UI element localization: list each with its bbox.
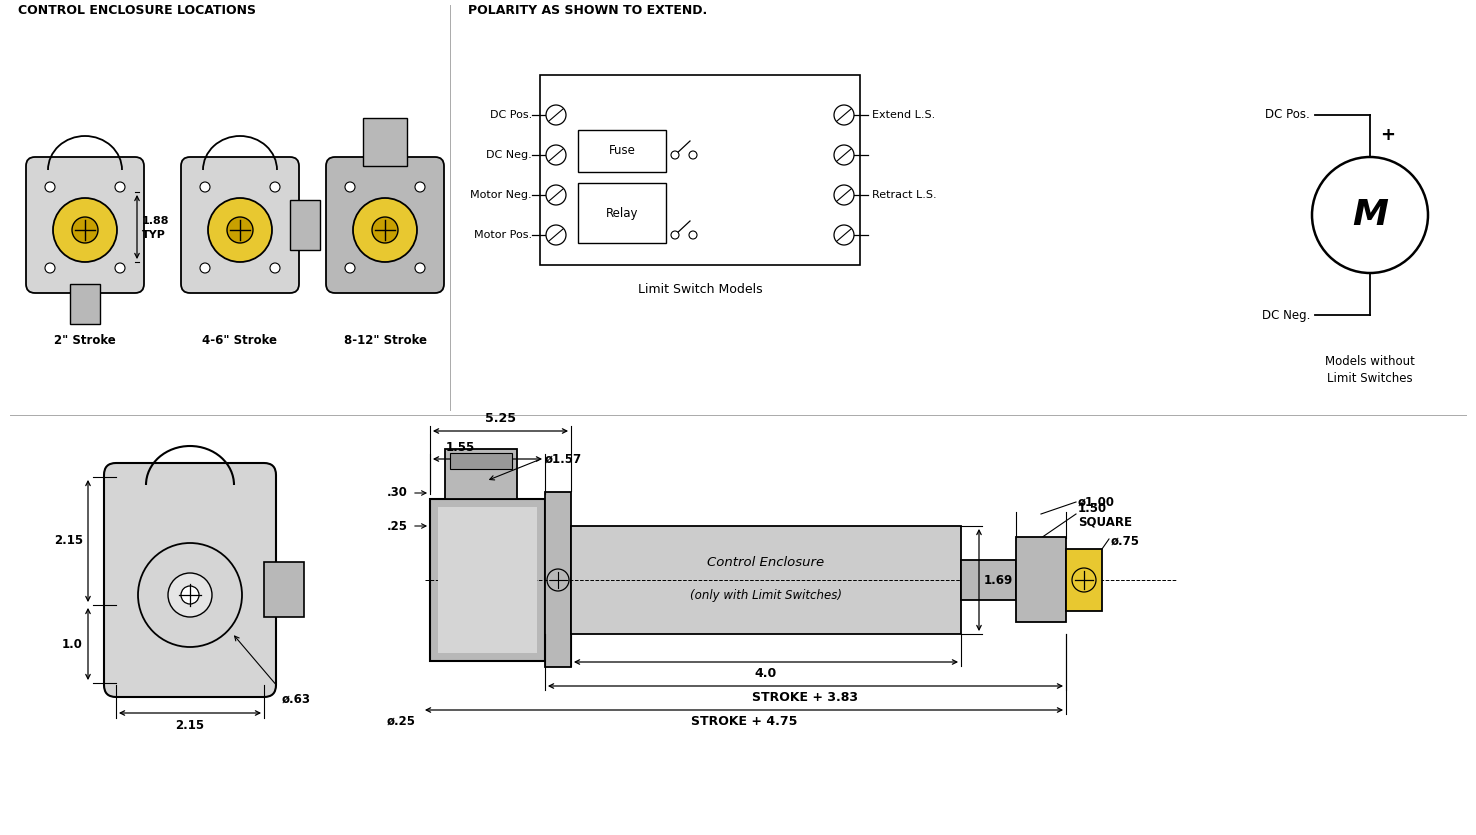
Text: 2.15: 2.15: [55, 534, 83, 548]
Circle shape: [689, 151, 697, 159]
Text: Models without: Models without: [1325, 355, 1415, 368]
Circle shape: [137, 543, 242, 647]
Text: 1.55: 1.55: [446, 441, 475, 454]
Circle shape: [546, 145, 565, 165]
Circle shape: [672, 151, 679, 159]
Text: 1.50: 1.50: [1077, 502, 1107, 514]
Text: TYP: TYP: [142, 230, 165, 240]
Text: 5.25: 5.25: [484, 412, 515, 425]
Bar: [450, 453, 512, 469]
Bar: [444, 449, 517, 499]
Circle shape: [546, 105, 565, 125]
Text: ø.75: ø.75: [1111, 534, 1139, 548]
Text: .30: .30: [387, 487, 407, 499]
Circle shape: [115, 263, 125, 273]
Circle shape: [72, 217, 97, 243]
Text: 2.15: 2.15: [176, 719, 205, 732]
Bar: [1015, 537, 1066, 622]
Bar: [579, 183, 666, 243]
Circle shape: [270, 263, 280, 273]
Circle shape: [201, 263, 210, 273]
Circle shape: [415, 182, 425, 192]
Text: (only with Limit Switches): (only with Limit Switches): [689, 589, 841, 601]
Text: 1.88: 1.88: [142, 216, 170, 226]
Text: STROKE + 4.75: STROKE + 4.75: [691, 715, 797, 728]
Text: Extend L.S.: Extend L.S.: [872, 110, 936, 120]
Circle shape: [270, 182, 280, 192]
Bar: [545, 492, 571, 667]
Text: 1.69: 1.69: [984, 574, 1013, 586]
Circle shape: [372, 217, 399, 243]
FancyBboxPatch shape: [182, 157, 300, 293]
FancyBboxPatch shape: [326, 157, 444, 293]
Text: POLARITY AS SHOWN TO EXTEND.: POLARITY AS SHOWN TO EXTEND.: [468, 4, 707, 17]
Circle shape: [53, 198, 117, 262]
Bar: [438, 507, 537, 653]
Circle shape: [834, 105, 855, 125]
Text: ø.63: ø.63: [282, 693, 311, 706]
Circle shape: [546, 185, 565, 205]
Circle shape: [208, 198, 272, 262]
Circle shape: [689, 231, 697, 239]
Text: ø1.57: ø1.57: [545, 453, 582, 465]
Circle shape: [353, 198, 418, 262]
Text: .25: .25: [387, 519, 407, 533]
Text: CONTROL ENCLOSURE LOCATIONS: CONTROL ENCLOSURE LOCATIONS: [18, 4, 255, 17]
Text: Limit Switches: Limit Switches: [1327, 372, 1413, 385]
Circle shape: [834, 225, 855, 245]
Circle shape: [1312, 157, 1427, 273]
Bar: [961, 560, 1015, 600]
Text: Retract L.S.: Retract L.S.: [872, 190, 937, 200]
Circle shape: [345, 182, 356, 192]
Text: Limit Switch Models: Limit Switch Models: [638, 283, 762, 296]
Bar: [289, 200, 320, 250]
Circle shape: [115, 182, 125, 192]
Bar: [264, 562, 304, 617]
Text: DC Pos.: DC Pos.: [490, 110, 531, 120]
Text: Motor Pos.: Motor Pos.: [474, 230, 531, 240]
Text: 1.0: 1.0: [62, 637, 83, 650]
Circle shape: [834, 185, 855, 205]
Text: SQUARE: SQUARE: [1077, 515, 1132, 529]
Circle shape: [44, 182, 55, 192]
Circle shape: [345, 263, 356, 273]
Text: Fuse: Fuse: [608, 144, 636, 158]
Text: 2" Stroke: 2" Stroke: [55, 334, 117, 347]
Text: STROKE + 3.83: STROKE + 3.83: [751, 691, 858, 704]
Text: DC Neg.: DC Neg.: [1262, 308, 1311, 321]
Circle shape: [227, 217, 252, 243]
Bar: [69, 284, 100, 324]
Circle shape: [672, 231, 679, 239]
Bar: [571, 526, 961, 634]
Circle shape: [201, 182, 210, 192]
Bar: [1066, 549, 1103, 611]
Circle shape: [834, 145, 855, 165]
Text: Control Enclosure: Control Enclosure: [707, 555, 825, 569]
Text: 4.0: 4.0: [754, 667, 778, 680]
FancyBboxPatch shape: [103, 463, 276, 697]
Bar: [540, 75, 861, 265]
Circle shape: [546, 225, 565, 245]
Bar: [363, 118, 407, 166]
Text: Relay: Relay: [605, 206, 638, 220]
Text: ø1.00: ø1.00: [1077, 495, 1114, 509]
Bar: [430, 499, 545, 661]
Text: DC Pos.: DC Pos.: [1265, 109, 1311, 122]
Text: 4-6" Stroke: 4-6" Stroke: [202, 334, 277, 347]
Text: DC Neg.: DC Neg.: [486, 150, 531, 160]
Text: M: M: [1352, 198, 1387, 232]
Text: Motor Neg.: Motor Neg.: [471, 190, 531, 200]
FancyBboxPatch shape: [27, 157, 145, 293]
Text: 8-12" Stroke: 8-12" Stroke: [344, 334, 427, 347]
Text: ø.25: ø.25: [387, 715, 416, 728]
Circle shape: [168, 573, 213, 617]
Circle shape: [415, 263, 425, 273]
Circle shape: [182, 586, 199, 604]
Circle shape: [44, 263, 55, 273]
Text: +: +: [1380, 126, 1395, 144]
Bar: [579, 130, 666, 172]
